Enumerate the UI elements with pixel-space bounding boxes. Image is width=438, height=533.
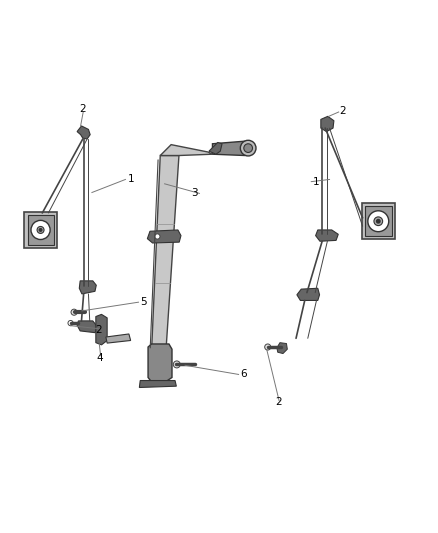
Circle shape [37,227,44,233]
Text: 6: 6 [240,369,247,379]
Text: 2: 2 [95,326,102,335]
Polygon shape [160,144,212,156]
Polygon shape [316,230,338,241]
Polygon shape [77,126,90,139]
Polygon shape [139,381,177,387]
FancyBboxPatch shape [25,212,57,248]
Circle shape [31,220,50,239]
Circle shape [155,234,160,239]
Circle shape [71,309,77,315]
Text: 5: 5 [140,297,146,307]
Polygon shape [79,281,96,294]
Text: 2: 2 [276,397,282,407]
Polygon shape [148,344,172,382]
Circle shape [374,217,383,225]
FancyBboxPatch shape [365,206,392,236]
Polygon shape [277,343,287,353]
Polygon shape [147,230,181,243]
Circle shape [68,320,73,326]
Circle shape [39,229,42,231]
FancyBboxPatch shape [28,215,53,245]
Polygon shape [321,116,334,132]
Circle shape [244,144,253,152]
Text: 1: 1 [313,176,319,187]
Text: 2: 2 [339,106,346,116]
Text: 4: 4 [97,353,103,363]
Circle shape [377,220,380,223]
Polygon shape [209,142,222,154]
FancyBboxPatch shape [362,204,395,239]
Circle shape [240,140,256,156]
Polygon shape [77,321,98,333]
Polygon shape [96,314,107,345]
Circle shape [368,211,389,232]
Polygon shape [106,334,131,343]
Text: 1: 1 [127,174,134,184]
Polygon shape [212,141,253,156]
Polygon shape [152,156,179,351]
Circle shape [265,344,271,350]
Polygon shape [297,288,320,301]
Text: 2: 2 [79,104,86,114]
Circle shape [173,361,180,368]
Text: 3: 3 [191,188,198,198]
